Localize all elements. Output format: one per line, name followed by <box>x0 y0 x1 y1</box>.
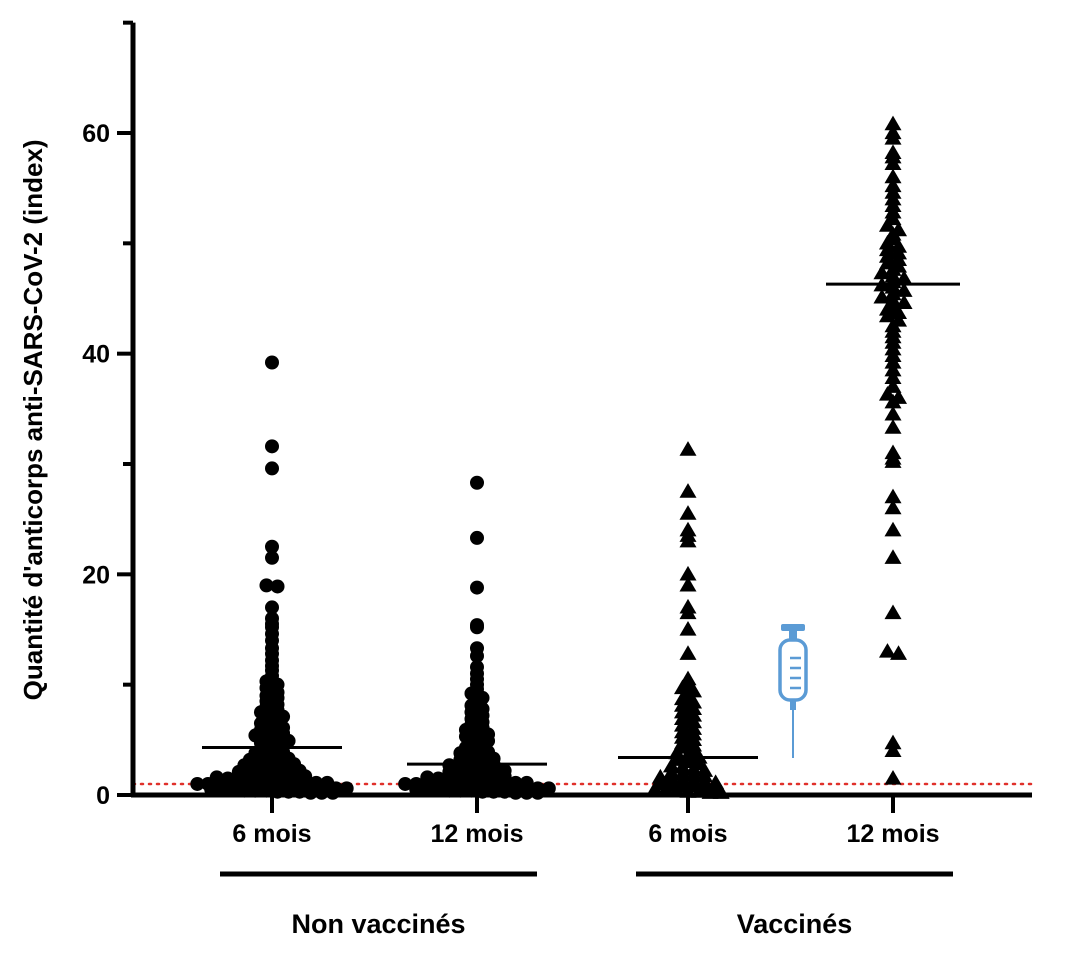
data-point <box>884 361 902 377</box>
category-label: 6 mois <box>648 820 727 848</box>
data-point <box>873 288 891 304</box>
data-point <box>884 405 902 421</box>
labels: 0 20 40 60 6 mois 12 mois 6 mois 12 mois Non vac… <box>18 120 953 939</box>
plot-area <box>131 115 1034 800</box>
data-point <box>679 621 697 636</box>
group-label: Vaccinés <box>737 909 853 939</box>
data-point <box>884 130 902 145</box>
data-point <box>398 776 413 791</box>
data-point <box>470 530 484 545</box>
data-point <box>470 648 484 663</box>
data-point <box>679 604 697 620</box>
syringe-plunger-rod <box>789 631 797 640</box>
data-point <box>884 353 902 369</box>
data-point <box>265 600 279 615</box>
data-point <box>679 505 697 520</box>
data-point <box>679 441 697 456</box>
y-axis-title: Quantité d'anticorps anti-SARS-CoV-2 (in… <box>18 139 48 700</box>
data-point <box>265 461 279 476</box>
y-tick-label: 40 <box>82 341 110 369</box>
data-point <box>679 576 697 592</box>
data-point <box>884 521 902 537</box>
data-point <box>890 645 908 660</box>
y-tick-label: 0 <box>96 782 110 810</box>
data-point <box>890 304 908 319</box>
y-tick-label: 20 <box>82 561 110 589</box>
data-point <box>884 419 902 434</box>
data-point <box>884 115 902 131</box>
data-point <box>265 539 279 554</box>
category-label: 12 mois <box>846 820 939 848</box>
data-point <box>265 439 279 454</box>
data-point <box>541 781 556 796</box>
data-point <box>646 780 664 796</box>
data-point <box>878 217 896 232</box>
data-point <box>259 578 274 593</box>
data-point <box>878 643 896 658</box>
data-point <box>884 393 902 409</box>
data-point <box>895 270 913 285</box>
data-point <box>884 168 902 184</box>
data-point <box>679 645 697 660</box>
data-point <box>884 453 902 468</box>
data-point <box>270 579 285 594</box>
data-point <box>884 742 902 757</box>
y-tick-label: 60 <box>82 120 110 148</box>
data-point <box>884 604 902 620</box>
data-point <box>679 565 697 581</box>
data-point <box>884 369 902 385</box>
data-point <box>884 488 902 504</box>
data-point <box>873 264 891 280</box>
data-point <box>884 499 902 515</box>
syringe-plunger-cap <box>781 624 805 631</box>
data-point <box>657 780 675 796</box>
data-point <box>884 734 902 750</box>
group-label: Non vaccinés <box>291 909 465 939</box>
data-point <box>895 294 913 310</box>
data-point <box>470 620 484 635</box>
data-point <box>884 549 902 564</box>
data-point <box>339 781 354 796</box>
data-point <box>470 580 484 595</box>
data-point <box>265 550 279 565</box>
category-label: 6 mois <box>232 820 311 848</box>
data-point <box>895 282 913 297</box>
data-point <box>470 475 484 490</box>
syringe-barrel <box>778 638 808 702</box>
data-point <box>878 307 896 323</box>
data-point <box>884 769 902 785</box>
data-point <box>679 483 697 498</box>
syringe-hub <box>790 700 796 710</box>
data-point <box>884 155 902 171</box>
data-point <box>679 532 697 548</box>
category-label: 12 mois <box>430 820 523 848</box>
syringe-icon <box>778 624 808 758</box>
axes <box>117 20 1032 813</box>
data-point <box>190 776 205 791</box>
data-point <box>265 355 279 370</box>
